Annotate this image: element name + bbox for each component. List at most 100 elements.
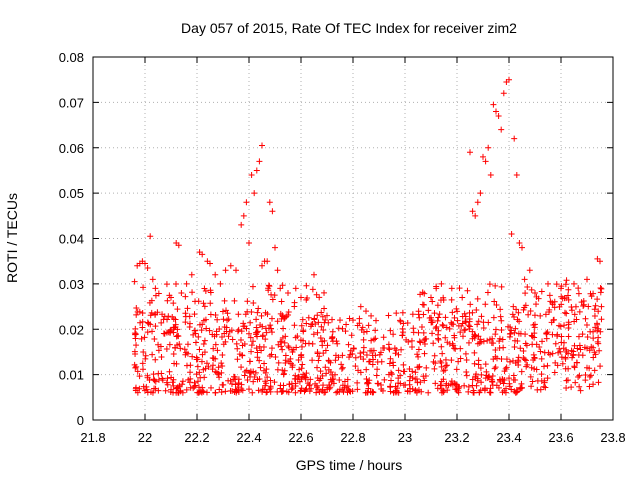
- data-point: [263, 366, 270, 373]
- data-point: [442, 334, 449, 341]
- data-point: [297, 388, 304, 395]
- data-point: [369, 361, 376, 368]
- data-point: [511, 337, 518, 344]
- data-point: [528, 332, 535, 339]
- data-point: [558, 283, 565, 290]
- data-point: [492, 346, 499, 353]
- data-point: [473, 307, 480, 314]
- data-point: [421, 290, 428, 297]
- data-point: [496, 345, 503, 352]
- data-point: [404, 387, 411, 394]
- data-point: [217, 280, 224, 287]
- data-point: [280, 325, 287, 332]
- data-point: [445, 382, 452, 389]
- data-point: [438, 280, 445, 287]
- data-point: [243, 199, 250, 206]
- data-point: [489, 378, 496, 385]
- data-point: [150, 371, 157, 378]
- data-point: [542, 384, 549, 391]
- data-point: [376, 351, 383, 358]
- data-point: [315, 357, 322, 364]
- data-point: [508, 230, 515, 237]
- data-point: [521, 276, 528, 283]
- data-point: [314, 350, 321, 357]
- data-point: [221, 323, 228, 330]
- data-point: [552, 340, 559, 347]
- data-point: [140, 383, 147, 390]
- data-point: [365, 380, 372, 387]
- data-point: [196, 346, 203, 353]
- plot-frame: [92, 56, 614, 421]
- data-point: [182, 319, 189, 326]
- data-point: [279, 367, 286, 374]
- x-tick-label: 21.8: [80, 430, 105, 445]
- data-point: [537, 312, 544, 319]
- data-point: [170, 324, 177, 331]
- data-point: [365, 358, 372, 365]
- data-point: [162, 387, 169, 394]
- data-point: [537, 348, 544, 355]
- y-tick-label: 0.08: [59, 50, 84, 65]
- data-point: [300, 337, 307, 344]
- data-point: [235, 380, 242, 387]
- data-point: [413, 376, 420, 383]
- data-point: [363, 328, 370, 335]
- data-point: [132, 351, 139, 358]
- data-point: [329, 338, 336, 345]
- data-point: [457, 355, 464, 362]
- data-point: [200, 300, 207, 307]
- data-point: [170, 351, 177, 358]
- y-axis-title: ROTI / TECUs: [4, 193, 20, 283]
- data-point: [255, 387, 262, 394]
- data-point: [369, 389, 376, 396]
- data-point: [354, 322, 361, 329]
- data-point: [235, 326, 242, 333]
- data-point: [439, 321, 446, 328]
- data-point: [318, 323, 325, 330]
- data-point: [350, 317, 356, 324]
- data-point: [480, 338, 487, 345]
- data-point: [482, 375, 489, 382]
- data-point: [140, 348, 147, 355]
- data-point: [352, 354, 359, 361]
- data-point: [203, 389, 210, 396]
- data-point: [538, 288, 545, 295]
- data-point: [591, 313, 598, 320]
- data-point: [563, 384, 570, 391]
- data-point: [444, 387, 451, 394]
- data-point: [222, 267, 229, 274]
- data-point: [558, 301, 565, 308]
- data-point: [512, 377, 519, 384]
- data-point: [469, 328, 476, 335]
- data-point: [259, 262, 265, 269]
- data-point: [163, 281, 170, 288]
- data-point: [584, 276, 590, 283]
- data-point: [434, 385, 441, 392]
- data-point: [409, 374, 416, 381]
- data-point: [433, 323, 440, 330]
- data-point: [463, 369, 470, 376]
- data-point: [311, 271, 317, 278]
- data-point: [207, 287, 214, 294]
- data-point: [219, 362, 226, 369]
- data-point: [332, 352, 339, 359]
- data-point: [446, 325, 453, 332]
- data-point: [187, 375, 194, 382]
- data-point: [595, 334, 602, 341]
- data-point: [471, 334, 478, 341]
- data-point: [476, 389, 483, 396]
- data-point: [319, 313, 326, 320]
- data-point: [266, 353, 273, 360]
- data-point: [279, 282, 286, 289]
- data-point: [364, 379, 371, 386]
- data-point: [198, 389, 205, 396]
- data-point: [457, 329, 464, 336]
- data-point: [208, 384, 215, 391]
- data-point: [538, 355, 545, 362]
- data-point: [268, 351, 275, 358]
- data-point: [297, 352, 304, 359]
- data-point: [279, 312, 286, 319]
- data-point: [497, 306, 504, 313]
- data-point: [144, 329, 151, 336]
- data-point: [423, 364, 430, 371]
